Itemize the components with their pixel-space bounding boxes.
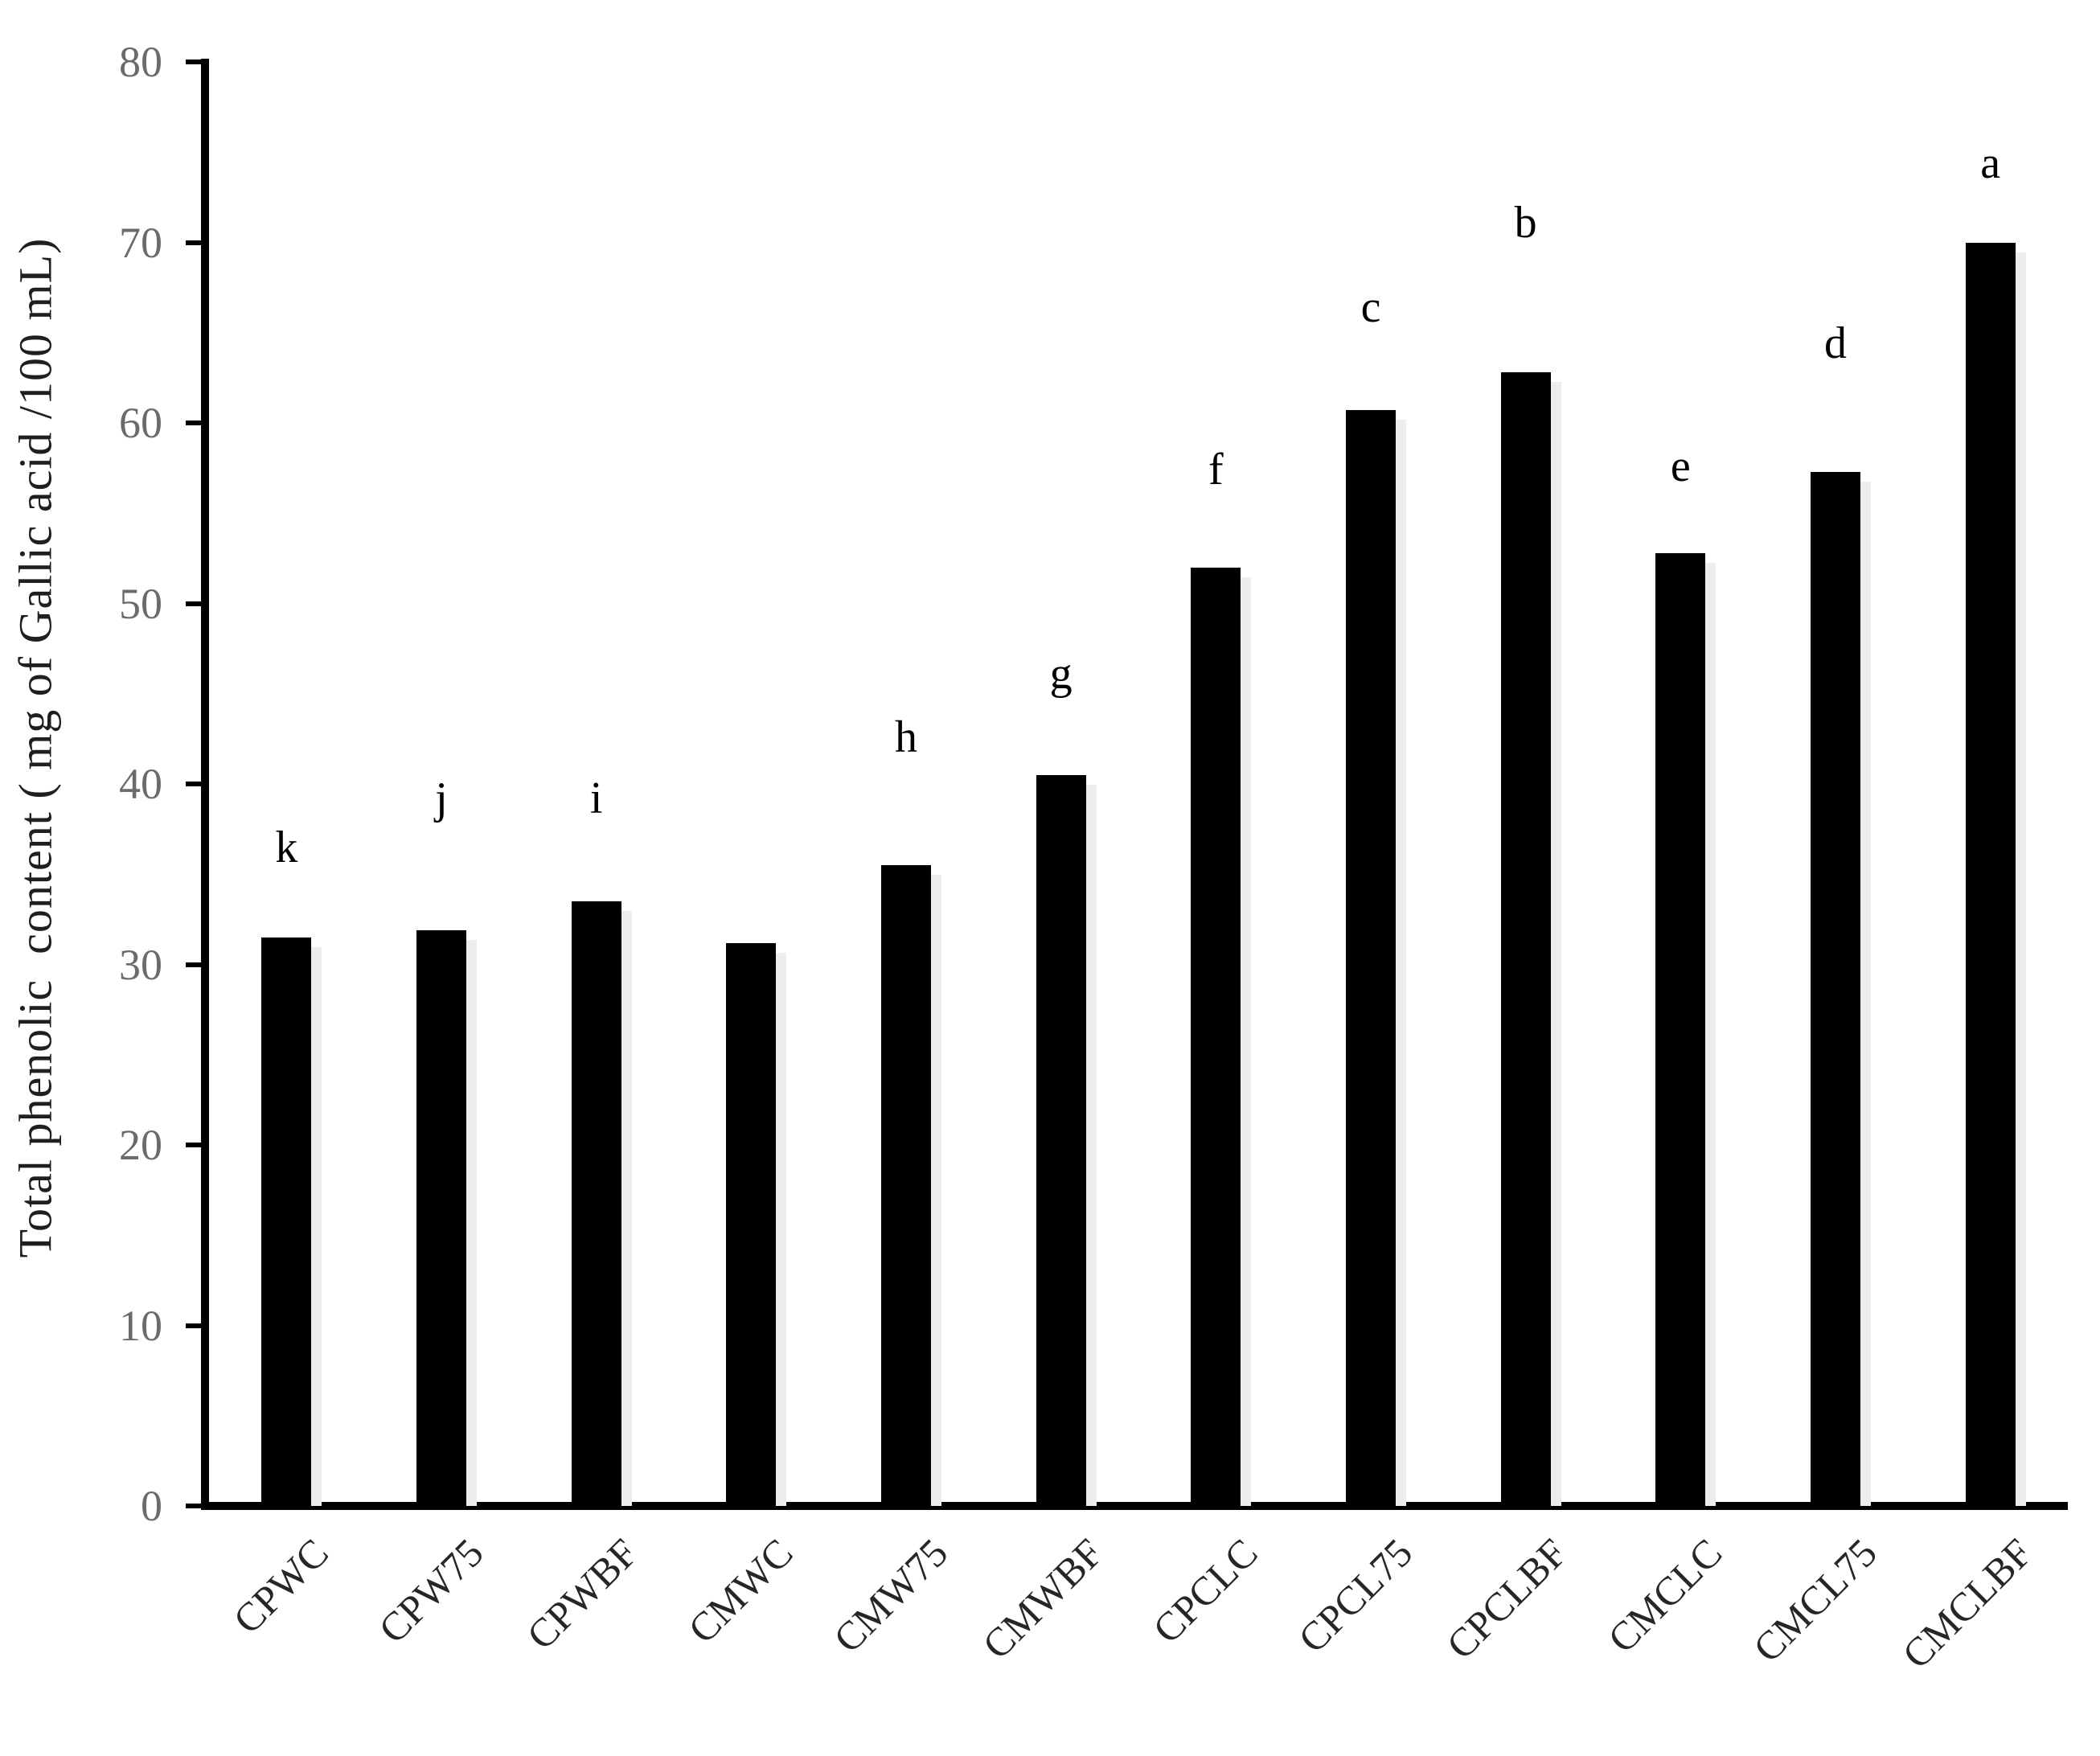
y-tick-mark bbox=[186, 1143, 201, 1147]
y-tick-label: 10 bbox=[119, 1301, 162, 1350]
category-label: CPCLBF bbox=[1438, 1529, 1576, 1668]
y-tick-label: 30 bbox=[119, 940, 162, 989]
y-tick-mark bbox=[186, 59, 201, 64]
bar bbox=[1500, 372, 1561, 1506]
bar-letter: i bbox=[589, 773, 603, 823]
bar bbox=[416, 929, 477, 1507]
category-label: CPWBF bbox=[518, 1529, 646, 1659]
category-label: CMWC bbox=[679, 1529, 802, 1652]
y-tick-mark bbox=[186, 421, 201, 425]
category-label: CMCLC bbox=[1599, 1529, 1731, 1662]
y-tick-label: 40 bbox=[119, 760, 162, 808]
category-label: CMCLBF bbox=[1893, 1529, 2041, 1677]
bar-letter: k bbox=[275, 822, 298, 872]
category-label: CMW75 bbox=[824, 1529, 957, 1662]
bar bbox=[881, 865, 941, 1506]
category-label: CPCLC bbox=[1144, 1529, 1266, 1652]
bar bbox=[1811, 471, 1871, 1507]
bar bbox=[1655, 552, 1717, 1507]
y-tick-mark bbox=[186, 240, 201, 245]
bar bbox=[1036, 774, 1097, 1507]
category-label: CMCL75 bbox=[1745, 1529, 1886, 1671]
bar bbox=[1346, 410, 1406, 1506]
y-tick-label: 0 bbox=[141, 1482, 162, 1530]
bar-letter: h bbox=[895, 712, 917, 762]
bar-letter: j bbox=[435, 773, 448, 823]
y-axis-title: Total phenolic content ( mg of Gallic ac… bbox=[9, 237, 62, 1258]
category-label: CPCL75 bbox=[1289, 1529, 1421, 1662]
y-tick-label: 80 bbox=[119, 38, 162, 86]
y-tick-label: 60 bbox=[119, 399, 162, 447]
category-label: CPWC bbox=[224, 1529, 337, 1643]
bar bbox=[261, 937, 322, 1507]
bar bbox=[1965, 242, 2026, 1506]
x-axis-line bbox=[201, 1502, 2068, 1510]
bar bbox=[1191, 567, 1252, 1507]
bar bbox=[726, 942, 787, 1507]
y-axis-line bbox=[201, 59, 209, 1510]
bar-letter: f bbox=[1208, 445, 1224, 495]
y-tick-mark bbox=[186, 962, 201, 967]
y-tick-mark bbox=[186, 1504, 201, 1508]
y-tick-label: 20 bbox=[119, 1121, 162, 1169]
bar bbox=[571, 901, 632, 1507]
y-tick-mark bbox=[186, 782, 201, 786]
bar-letter: c bbox=[1360, 282, 1381, 333]
y-tick-label: 50 bbox=[119, 579, 162, 628]
y-tick-mark bbox=[186, 1323, 201, 1328]
bar-letter: a bbox=[1980, 137, 2001, 188]
bar-letter: d bbox=[1824, 318, 1847, 369]
y-tick-label: 70 bbox=[119, 218, 162, 267]
category-label: CMWBF bbox=[973, 1529, 1111, 1668]
bar-letter: g bbox=[1049, 649, 1073, 700]
bar-letter: b bbox=[1514, 197, 1537, 248]
bar-letter: e bbox=[1670, 441, 1691, 491]
y-tick-mark bbox=[186, 601, 201, 606]
category-label: CPW75 bbox=[369, 1529, 492, 1652]
